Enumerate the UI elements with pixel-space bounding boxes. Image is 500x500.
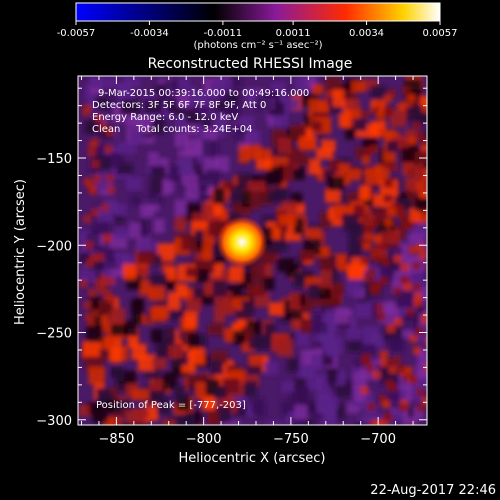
plot-title: Reconstructed RHESSI Image xyxy=(148,56,353,72)
colorbar-gradient xyxy=(75,2,441,22)
colorbar-ticks: -0.0057 -0.0034 -0.0011 0.0011 0.0034 0.0057 xyxy=(57,21,458,39)
info-annotation: 9-Mar-2015 00:39:16.000 to 00:49:16.000 … xyxy=(92,88,309,135)
timestamp: 22-Aug-2017 22:46 xyxy=(370,483,496,498)
info-energy-range: Energy Range: 6.0 - 12.0 keV xyxy=(92,112,238,123)
x-tick-label: −750 xyxy=(273,432,309,447)
x-tick-label: −850 xyxy=(99,432,135,447)
y-axis-label: Heliocentric Y (arcsec) xyxy=(13,179,28,325)
colorbar-tick-label: -0.0011 xyxy=(204,28,243,39)
colorbar-tick-label: -0.0057 xyxy=(57,28,96,39)
plot-frame xyxy=(77,75,428,426)
colorbar-tick-label: 0.0011 xyxy=(276,28,311,39)
peak-position-label: Position of Peak = [-777,-203] xyxy=(96,400,246,411)
x-tick-label: −800 xyxy=(186,432,222,447)
x-tick-label: −700 xyxy=(360,432,396,447)
colorbar-units: (photons cm⁻² s⁻¹ asec⁻²) xyxy=(193,40,322,51)
y-tick-label: −200 xyxy=(36,239,72,254)
x-axis: −850 −800 −750 −700 xyxy=(80,76,414,447)
heatmap-image xyxy=(78,76,427,425)
peak-source xyxy=(216,216,268,268)
y-tick-label: −250 xyxy=(36,327,72,342)
y-tick-label: −300 xyxy=(36,414,72,429)
x-axis-label: Heliocentric X (arcsec) xyxy=(179,451,326,466)
y-axis: −150 −200 −250 −300 xyxy=(36,87,427,429)
colorbar-tick-label: 0.0057 xyxy=(423,28,458,39)
colorbar-tick-label: 0.0034 xyxy=(349,28,384,39)
colorbar: -0.0057 -0.0034 -0.0011 0.0011 0.0034 0.0057 … xyxy=(57,2,458,51)
info-clean-counts: Clean Total counts: 3.24E+04 xyxy=(92,124,252,135)
y-tick-label: −150 xyxy=(36,152,72,167)
info-detectors: Detectors: 3F 5F 6F 7F 8F 9F, Att 0 xyxy=(92,100,266,111)
info-time-range: 9-Mar-2015 00:39:16.000 to 00:49:16.000 xyxy=(98,88,309,99)
colorbar-tick-label: -0.0034 xyxy=(130,28,169,39)
